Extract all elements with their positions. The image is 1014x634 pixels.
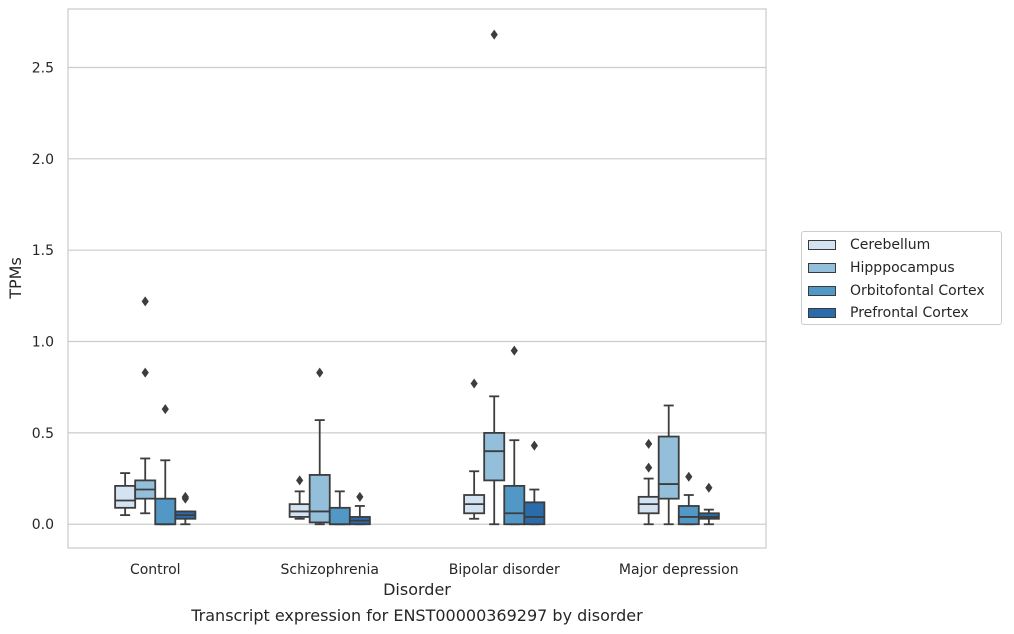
legend-item-cerebellum: Cerebellum — [808, 236, 930, 254]
box-3-1 — [348, 491, 371, 526]
box-3-3 — [697, 482, 720, 526]
box-iqr — [637, 495, 660, 515]
box-iqr — [328, 506, 351, 526]
legend-label: Orbitofontal Cortex — [850, 283, 985, 299]
box-iqr — [657, 435, 680, 500]
y-tick-label: 0.0 — [32, 517, 54, 533]
box-iqr — [697, 512, 720, 520]
box-0-2 — [463, 378, 486, 520]
legend-swatch-prefrontal — [808, 308, 836, 318]
outlier-point — [316, 367, 324, 378]
box-1-1 — [308, 367, 331, 526]
box-2-0 — [154, 404, 177, 526]
y-tick-label: 2.5 — [32, 60, 54, 76]
legend-swatch-cerebellum — [808, 240, 836, 250]
outlier-point — [181, 491, 189, 502]
legend-swatch-hippocampus — [808, 263, 836, 273]
outlier-point — [490, 29, 498, 40]
y-axis-label: TPMs — [6, 257, 25, 300]
box-1-2 — [483, 29, 506, 526]
outlier-point — [296, 475, 304, 486]
box-2-1 — [328, 490, 351, 526]
box-3-2 — [523, 440, 546, 526]
outlier-point — [645, 438, 653, 449]
legend-label: Cerebellum — [850, 237, 931, 253]
box-iqr — [503, 484, 526, 526]
box-0-3 — [637, 438, 660, 526]
legend-label: Hipppocampus — [850, 260, 955, 276]
x-tick-label: Bipolar disorder — [449, 562, 560, 578]
legend-item-hippocampus: Hipppocampus — [808, 259, 955, 277]
box-iqr — [308, 474, 331, 524]
box-iqr — [677, 505, 700, 526]
x-tick-label: Control — [130, 562, 181, 578]
y-tick-label: 1.5 — [32, 243, 54, 259]
outlier-point — [645, 462, 653, 473]
figure-caption: Transcript expression for ENST0000036929… — [191, 606, 643, 625]
legend-swatch-orbitofrontal — [808, 286, 836, 296]
box-2-2 — [503, 345, 526, 526]
box-iqr — [483, 431, 506, 482]
outlier-point — [141, 367, 149, 378]
box-iqr — [523, 501, 546, 526]
outlier-point — [705, 482, 713, 493]
box-iqr — [288, 503, 311, 518]
box-layer — [114, 29, 720, 526]
legend-label: Prefrontal Cortex — [850, 305, 969, 321]
y-tick-labels: 0.0 0.5 1.0 1.5 2.0 2.5 — [32, 60, 54, 533]
x-tick-labels: Control Schizophrenia Bipolar disorder Majo… — [130, 562, 739, 578]
outlier-point — [530, 440, 538, 451]
outlier-point — [161, 404, 169, 415]
legend-item-prefrontal: Prefrontal Cortex — [808, 304, 969, 322]
x-axis-label: Disorder — [383, 580, 451, 599]
box-3-0 — [174, 491, 197, 526]
outlier-point — [356, 491, 364, 502]
box-iqr — [154, 497, 177, 526]
legend-item-orbitofrontal: Orbitofontal Cortex — [808, 282, 985, 300]
x-tick-label: Major depression — [619, 562, 739, 578]
box-0-0 — [114, 472, 137, 517]
x-tick-label: Schizophrenia — [281, 562, 379, 578]
legend: Cerebellum Hipppocampus Orbitofontal Cor… — [801, 231, 1002, 325]
plot-frame — [67, 8, 767, 549]
outlier-point — [141, 296, 149, 307]
outlier-point — [470, 378, 478, 389]
y-tick-label: 1.0 — [32, 335, 54, 351]
outlier-point — [510, 345, 518, 356]
y-tick-label: 0.5 — [32, 426, 54, 442]
box-1-3 — [657, 404, 680, 526]
y-tick-label: 2.0 — [32, 152, 54, 168]
outlier-point — [685, 471, 693, 482]
box-0-1 — [288, 475, 311, 520]
box-1-0 — [134, 296, 157, 515]
box-iqr — [114, 484, 137, 509]
box-2-3 — [677, 471, 700, 526]
